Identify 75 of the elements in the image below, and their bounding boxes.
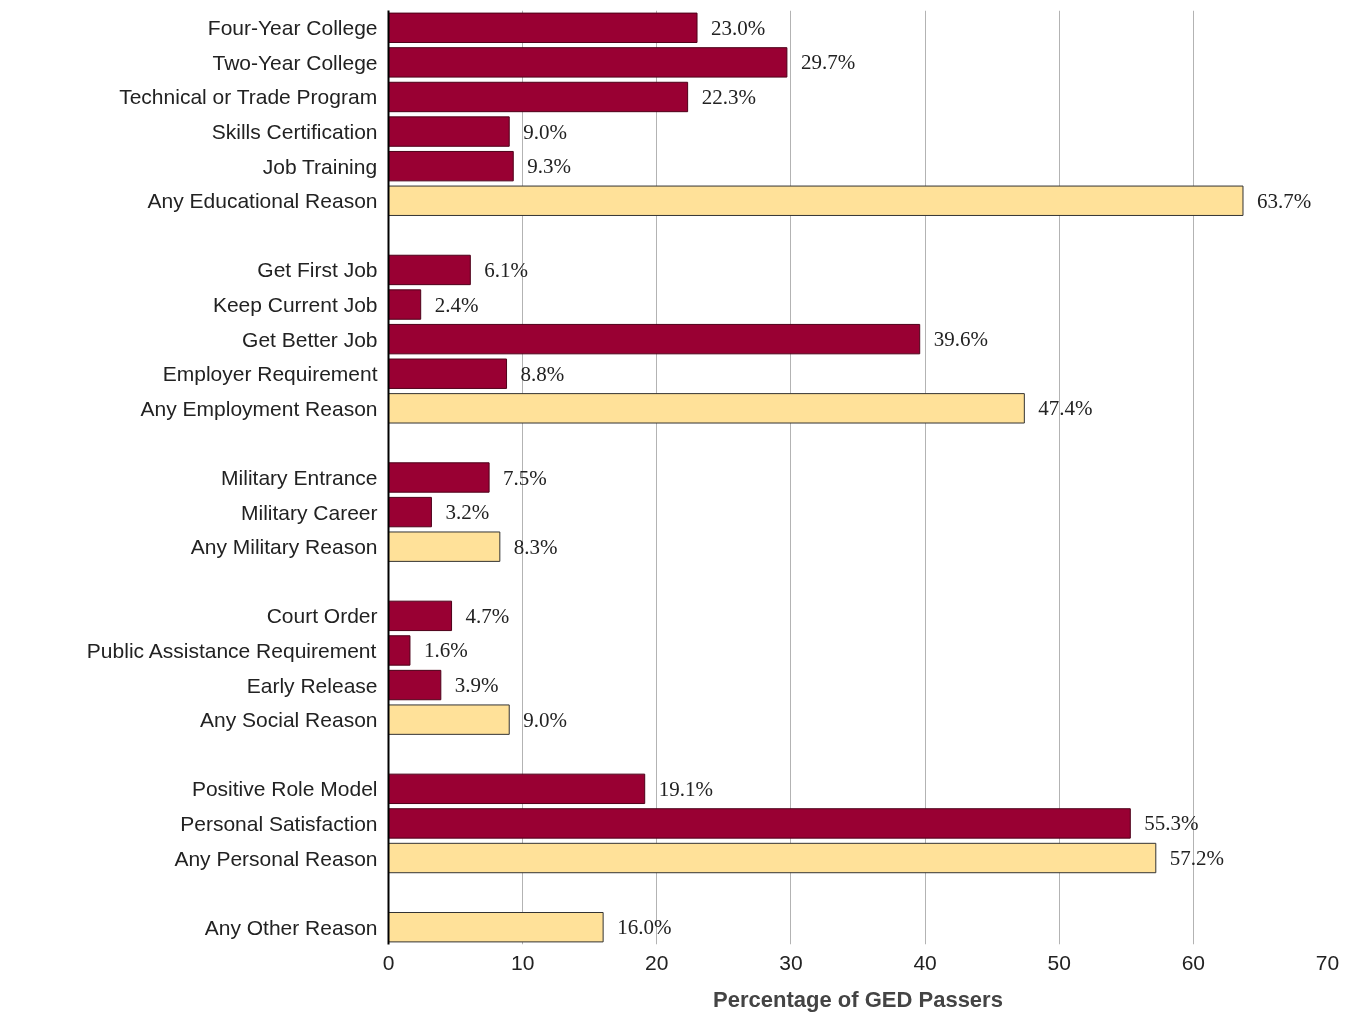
bar	[388, 842, 1157, 874]
data-label: 16.0%	[617, 915, 672, 940]
data-label: 6.1%	[484, 257, 529, 282]
data-label: 9.0%	[523, 707, 567, 732]
data-label: 3.2%	[445, 500, 490, 525]
y-tick-label: Skills Certification	[211, 120, 378, 144]
bar	[388, 808, 1131, 839]
data-label: 8.8%	[520, 361, 565, 386]
y-tick-label: Job Training	[262, 154, 378, 178]
bar	[388, 773, 646, 805]
x-tick-label: 30	[779, 950, 803, 974]
x-tick-label: 70	[1315, 950, 1340, 974]
bar	[388, 600, 453, 632]
x-axis-title: Percentage of GED Passers	[713, 986, 1003, 1012]
bar	[388, 185, 1244, 216]
y-tick-label: Positive Role Model	[191, 777, 378, 801]
data-label: 1.6%	[423, 638, 468, 663]
bar	[388, 150, 514, 182]
x-tick-label: 40	[913, 950, 937, 974]
bar	[388, 669, 442, 701]
data-label: 39.6%	[933, 327, 988, 352]
data-label: 22.3%	[701, 84, 756, 109]
y-tick-label: Two-Year College	[212, 50, 378, 74]
bar	[388, 289, 422, 320]
y-tick-label: Any Military Reason	[190, 535, 378, 559]
data-label: 3.9%	[454, 673, 499, 698]
bar	[388, 254, 471, 286]
data-label: 23.0%	[711, 15, 766, 40]
data-label: 7.5%	[503, 465, 547, 490]
y-tick-label: Court Order	[266, 604, 378, 628]
y-tick-label: Any Educational Reason	[147, 189, 378, 213]
data-label: 29.7%	[800, 50, 856, 75]
bar	[388, 531, 501, 562]
bar	[388, 704, 510, 735]
bar	[388, 635, 411, 666]
y-tick-label: Any Social Reason	[200, 708, 378, 732]
y-tick-label: Four-Year College	[207, 16, 378, 40]
x-tick-label: 20	[645, 950, 669, 974]
data-label: 9.3%	[527, 154, 571, 179]
bar	[388, 393, 1025, 424]
y-tick-label: Get First Job	[257, 258, 378, 282]
bar	[388, 12, 698, 43]
bar	[388, 116, 510, 147]
data-label: 55.3%	[1144, 811, 1199, 836]
y-tick-label: Any Employment Reason	[140, 396, 378, 420]
y-tick-label: Employer Requirement	[162, 362, 378, 386]
y-tick-label: Military Entrance	[221, 466, 378, 489]
y-tick-label: Personal Satisfaction	[180, 811, 378, 835]
data-label: 57.2%	[1169, 846, 1225, 871]
y-tick-label: Keep Current Job	[212, 293, 378, 317]
x-tick-label: 0	[382, 950, 395, 974]
y-tick-label: Any Personal Reason	[174, 846, 378, 870]
data-label: 2.4%	[434, 292, 479, 317]
x-tick-label: 10	[510, 950, 535, 974]
bar	[388, 47, 788, 78]
y-tick-label: Early Release	[246, 673, 378, 697]
bar	[388, 462, 490, 493]
x-tick-label: 50	[1047, 950, 1071, 974]
bar	[388, 323, 921, 355]
x-tick-label: 60	[1181, 950, 1206, 974]
y-tick-label: Get Better Job	[242, 327, 378, 351]
y-tick-label: Technical or Trade Program	[119, 85, 378, 109]
y-tick-label: Military Career	[240, 500, 378, 524]
data-label: 8.3%	[513, 534, 558, 559]
bar	[388, 358, 508, 389]
data-label: 47.4%	[1038, 396, 1093, 421]
data-label: 9.0%	[523, 119, 567, 144]
bar	[388, 496, 432, 528]
data-label: 63.7%	[1256, 188, 1312, 213]
data-label: 19.1%	[658, 776, 713, 801]
bar	[388, 81, 689, 113]
data-label: 4.7%	[465, 603, 510, 628]
y-tick-label: Public Assistance Requirement	[86, 638, 377, 662]
y-tick-label: Any Other Reason	[204, 915, 378, 939]
bar	[388, 912, 604, 943]
